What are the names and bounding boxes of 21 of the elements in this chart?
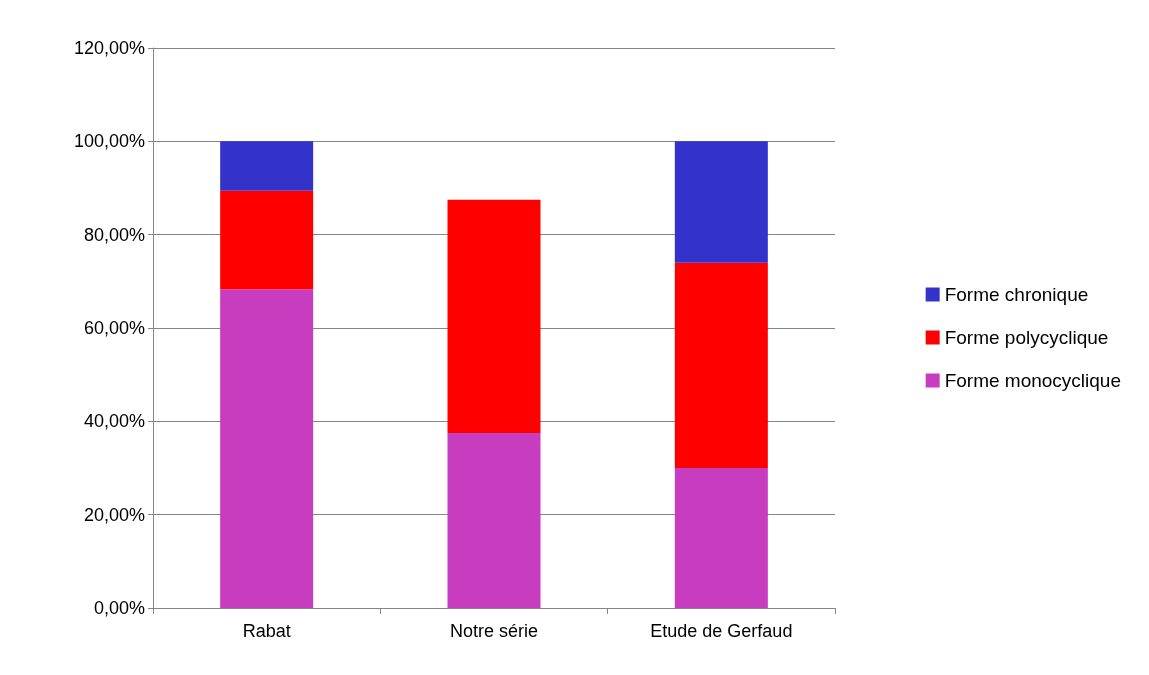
y-tick-label: 80,00% (83, 224, 145, 245)
x-tick-label: Notre série (449, 621, 539, 641)
bar (674, 141, 768, 263)
legend-label: Forme monocyclique (944, 370, 1121, 391)
bar (220, 190, 314, 290)
y-tick-label: 40,00% (83, 411, 145, 432)
y-tick-label: 20,00% (83, 504, 145, 525)
y-tick-label: 120,00% (73, 38, 145, 58)
bar (220, 141, 314, 191)
bar (447, 199, 541, 433)
x-tick-label: Etude de Gerfaud (650, 621, 793, 641)
y-tick-label: 100,00% (73, 131, 145, 152)
y-tick-label: 60,00% (83, 318, 145, 338)
bar (447, 433, 541, 608)
bar (220, 289, 314, 608)
bar (674, 262, 768, 468)
legend-label: Forme chronique (944, 284, 1089, 305)
bar (674, 468, 768, 608)
legend-label: Forme polycyclique (944, 327, 1109, 348)
y-tick-label: 0,00% (93, 598, 145, 618)
x-tick-label: Rabat (242, 621, 291, 641)
